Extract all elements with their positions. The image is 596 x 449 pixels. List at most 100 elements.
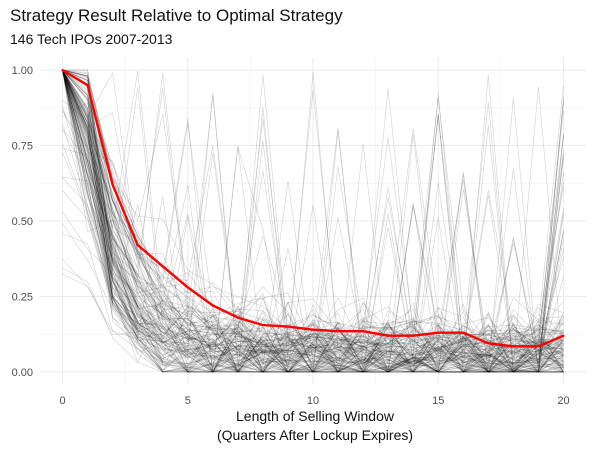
ipo-series-line bbox=[62, 70, 564, 373]
ipo-series-line bbox=[62, 69, 564, 373]
ipo-series-line bbox=[62, 70, 564, 357]
x-tick-label: 15 bbox=[432, 395, 444, 407]
highlight-point bbox=[261, 324, 265, 327]
ipo-series-line bbox=[62, 69, 564, 368]
ipo-series-line bbox=[62, 70, 564, 373]
x-tick-label: 20 bbox=[557, 395, 569, 407]
y-axis-ticks: 0.00 0.25 0.50 0.75 1.00 bbox=[12, 65, 33, 379]
ipo-series-line bbox=[62, 70, 564, 373]
ipo-series-line bbox=[62, 69, 564, 373]
ipo-series-line bbox=[62, 70, 564, 373]
ipo-series-line bbox=[62, 69, 564, 373]
y-tick-label: 0.00 bbox=[12, 367, 33, 379]
ipo-series-line bbox=[62, 69, 564, 373]
ipo-series-line bbox=[62, 134, 564, 373]
highlight-point bbox=[412, 334, 415, 337]
ipo-series-line bbox=[62, 69, 564, 373]
ipo-series-line bbox=[62, 69, 564, 373]
ipo-series-line bbox=[62, 70, 564, 373]
ipo-series-line bbox=[62, 69, 564, 373]
highlight-point bbox=[136, 244, 139, 247]
x-axis-title-line1: Length of Selling Window bbox=[236, 408, 395, 424]
ipo-series-line bbox=[62, 69, 564, 368]
ipo-series-line bbox=[62, 70, 564, 365]
ipo-series-line bbox=[62, 70, 564, 365]
ipo-series-line bbox=[62, 147, 564, 373]
ipo-series-line bbox=[62, 69, 564, 365]
ipo-series-line bbox=[62, 69, 564, 361]
ipo-series-line bbox=[62, 69, 564, 367]
y-tick-label: 0.50 bbox=[12, 216, 33, 228]
ipo-series-line bbox=[62, 69, 564, 373]
ipo-series-line bbox=[62, 69, 564, 359]
ipo-series-line bbox=[62, 70, 564, 362]
ipo-series-line bbox=[62, 69, 564, 373]
ipo-series-line bbox=[62, 70, 564, 373]
highlight-point bbox=[61, 68, 64, 72]
ipo-series-line bbox=[62, 152, 564, 351]
ipo-series-line bbox=[62, 70, 564, 373]
ipo-series-line bbox=[62, 69, 564, 358]
ipo-series-line bbox=[62, 69, 564, 369]
ipo-series-line bbox=[62, 69, 564, 373]
ipo-series-line bbox=[62, 123, 564, 368]
ipo-series-line bbox=[62, 70, 564, 373]
highlight-point bbox=[537, 345, 540, 348]
ipo-series-line bbox=[62, 70, 564, 373]
ipo-series-line bbox=[62, 69, 564, 373]
highlight-point bbox=[387, 334, 390, 337]
ipo-series-line bbox=[62, 70, 564, 373]
ipo-series-line bbox=[62, 74, 564, 373]
ipo-series-line bbox=[62, 69, 564, 373]
ipo-series-line bbox=[62, 176, 564, 367]
ipo-series-line bbox=[62, 70, 564, 373]
ipo-series-line bbox=[62, 70, 564, 371]
ipo-series-line bbox=[62, 69, 564, 373]
ipo-series-line bbox=[62, 69, 564, 373]
ipo-series-line bbox=[62, 69, 564, 373]
ipo-series-line bbox=[62, 128, 564, 373]
ipo-series-line bbox=[62, 69, 564, 373]
ipo-series-line bbox=[62, 70, 564, 373]
ipo-series-line bbox=[62, 69, 564, 373]
chart-subtitle: 146 Tech IPOs 2007-2013 bbox=[10, 31, 173, 47]
ipo-series-line bbox=[62, 69, 564, 373]
highlight-point bbox=[111, 183, 114, 186]
ipo-series-line bbox=[62, 100, 564, 373]
highlight-point bbox=[236, 316, 239, 319]
ipo-series-line bbox=[62, 69, 564, 373]
highlight-point bbox=[86, 84, 89, 87]
x-tick-label: 10 bbox=[307, 395, 319, 407]
ipo-series-line bbox=[62, 69, 564, 373]
x-axis-ticks: 0 5 10 15 20 bbox=[59, 395, 569, 407]
ipo-series-line bbox=[62, 69, 564, 373]
ipo-series-line bbox=[62, 69, 564, 363]
ipo-series-line bbox=[62, 70, 564, 373]
ipo-series-line bbox=[62, 223, 564, 373]
ipo-series-line bbox=[62, 69, 564, 373]
ipo-series-line bbox=[62, 70, 564, 370]
ipo-series-line bbox=[62, 70, 564, 362]
ipo-series-line bbox=[62, 70, 564, 371]
ipo-series-line bbox=[62, 69, 564, 373]
chart-title: Strategy Result Relative to Optimal Stra… bbox=[10, 6, 343, 25]
highlight-point bbox=[487, 342, 490, 345]
ipo-series-line bbox=[62, 70, 564, 356]
ipo-series-line bbox=[62, 208, 564, 373]
ipo-series-line bbox=[62, 69, 564, 373]
ipo-series-line bbox=[62, 69, 564, 361]
ipo-series-line bbox=[62, 69, 564, 373]
y-tick-label: 0.75 bbox=[12, 141, 33, 153]
ipo-series-line bbox=[62, 70, 564, 373]
highlight-point bbox=[361, 330, 365, 333]
y-tick-label: 0.25 bbox=[12, 291, 33, 303]
ipo-series-line bbox=[62, 69, 564, 373]
ipo-series-line bbox=[62, 69, 564, 373]
ipo-series-line bbox=[62, 69, 564, 373]
ipo-series-line bbox=[62, 70, 564, 373]
ipo-series-line bbox=[62, 69, 564, 367]
ipo-series-line bbox=[62, 69, 564, 373]
ipo-series-line bbox=[62, 70, 564, 373]
ipo-series-line bbox=[62, 69, 564, 345]
